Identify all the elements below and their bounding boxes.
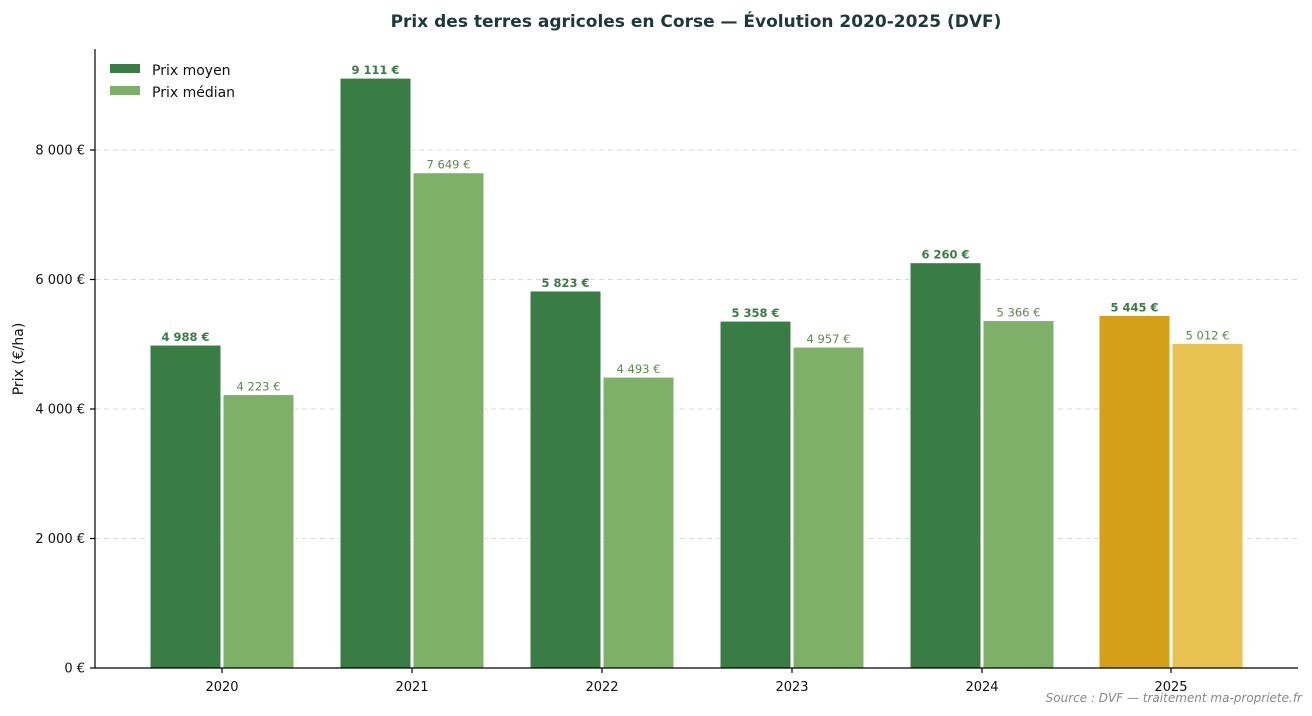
x-tick-label: 2020 [205, 680, 238, 695]
data-label-mean-2021: 9 111 € [351, 63, 399, 77]
y-tick-label: 2 000 € [35, 532, 85, 547]
data-label-mean-2020: 4 988 € [161, 330, 209, 344]
y-tick-label: 6 000 € [35, 273, 85, 288]
chart-title: Prix des terres agricoles en Corse — Évo… [391, 10, 1002, 32]
x-tick-label: 2022 [585, 680, 618, 695]
bar-median-2020 [222, 394, 295, 669]
y-tick-label: 4 000 € [35, 403, 85, 418]
y-tick-label: 0 € [64, 662, 85, 677]
legend-label-mean: Prix moyen [152, 63, 231, 79]
data-label-median-2022: 4 493 € [617, 362, 661, 376]
bar-median-2025 [1171, 342, 1244, 669]
legend: Prix moyen Prix médian [110, 63, 235, 101]
axes: 0 € 2 000 € 4 000 € 6 000 € 8 000 € 2020 2021 2… [35, 49, 1298, 695]
x-tick-label: 2023 [775, 680, 808, 695]
legend-swatch-median [110, 86, 140, 95]
source-note: Source : DVF — traitement ma-propriete.f… [1046, 691, 1303, 705]
data-label-median-2020: 4 223 € [237, 380, 281, 394]
data-label-median-2021: 7 649 € [427, 158, 471, 172]
bars [149, 77, 1244, 669]
data-label-median-2025: 5 012 € [1186, 328, 1230, 342]
bar-mean-2022 [529, 290, 602, 669]
bar-mean-2024 [909, 262, 982, 669]
data-label-mean-2023: 5 358 € [731, 306, 779, 320]
legend-label-median: Prix médian [152, 85, 235, 101]
data-label-mean-2025: 5 445 € [1110, 300, 1158, 314]
bar-mean-2025 [1098, 314, 1171, 669]
y-axis-label: Prix (€/ha) [11, 323, 27, 396]
bar-median-2023 [792, 346, 865, 669]
bar-mean-2023 [719, 320, 792, 669]
data-label-mean-2024: 6 260 € [921, 248, 969, 262]
data-label-median-2023: 4 957 € [807, 332, 851, 346]
data-labels: 4 988 € 4 223 € 9 111 € 7 649 € 5 823 € 4 493… [161, 63, 1229, 393]
bar-median-2024 [982, 320, 1055, 669]
x-tick-label: 2024 [965, 680, 998, 695]
data-label-mean-2022: 5 823 € [541, 276, 589, 290]
y-tick-label: 8 000 € [35, 144, 85, 159]
bar-median-2021 [412, 172, 485, 669]
bar-mean-2021 [339, 77, 412, 669]
bar-median-2022 [602, 376, 675, 669]
data-label-median-2024: 5 366 € [997, 306, 1041, 320]
bar-mean-2020 [149, 344, 222, 669]
x-tick-label: 2025 [1154, 680, 1187, 695]
grid-lines [95, 149, 1298, 540]
x-tick-label: 2021 [395, 680, 428, 695]
legend-swatch-mean [110, 64, 140, 73]
